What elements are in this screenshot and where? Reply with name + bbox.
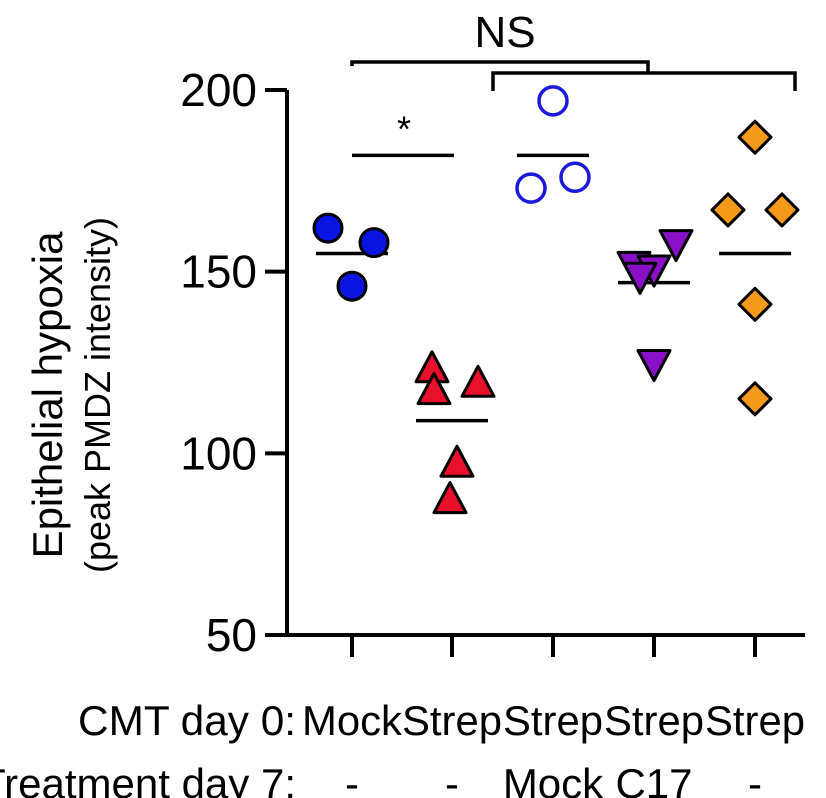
data-point (537, 85, 569, 117)
data-marks (312, 85, 800, 515)
data-point (559, 161, 591, 193)
y-axis-title: Epithelial hypoxia (peak PMDZ intensity) (24, 217, 118, 573)
cmt-label: Strep (503, 697, 603, 744)
y-axis-label: Epithelial hypoxia (24, 231, 71, 559)
data-point (737, 286, 773, 322)
treatment-label: C17 (615, 760, 692, 798)
data-point (515, 172, 547, 204)
treatment-label: Mock (503, 760, 604, 798)
data-point (336, 270, 368, 302)
data-point (764, 192, 800, 228)
data-point (312, 212, 344, 244)
data-point (658, 229, 694, 263)
data-point (622, 261, 658, 295)
cmt-label: Strep (604, 697, 704, 744)
treatment-row-label: Treatment day 7: (0, 760, 296, 798)
category-labels: CMT day 0:Treatment day 7:Mock-Strep-Str… (0, 697, 805, 798)
treatment-label: - (345, 760, 359, 798)
cmt-label: Mock (302, 697, 403, 744)
data-point (460, 364, 496, 398)
treatment-label: - (748, 760, 762, 798)
treatment-label: - (445, 760, 459, 798)
data-point (737, 381, 773, 417)
significance-star: * (397, 108, 411, 149)
cmt-label: Strep (402, 697, 502, 744)
annotations: * NS (350, 8, 797, 158)
data-point (416, 372, 452, 406)
data-point (636, 349, 672, 382)
y-tick-label: 50 (206, 609, 257, 661)
cmt-label: Strep (705, 697, 805, 744)
y-axis-sublabel: (peak PMDZ intensity) (77, 217, 118, 573)
ns-label: NS (474, 8, 535, 57)
cmt-row-label: CMT day 0: (78, 697, 296, 744)
y-tick-label: 100 (180, 427, 257, 479)
data-point (432, 481, 468, 515)
data-point (710, 192, 746, 228)
axes: 50 100 150 200 Epithelial hypoxia (peak PMDZ … (24, 64, 805, 661)
y-tick-label: 200 (180, 64, 257, 116)
y-tick-label: 150 (180, 246, 257, 298)
data-point (358, 227, 390, 259)
ns-inner-bracket (491, 71, 797, 91)
data-point (737, 119, 773, 155)
ns-outer-bracket (350, 60, 650, 73)
data-point (439, 444, 475, 478)
